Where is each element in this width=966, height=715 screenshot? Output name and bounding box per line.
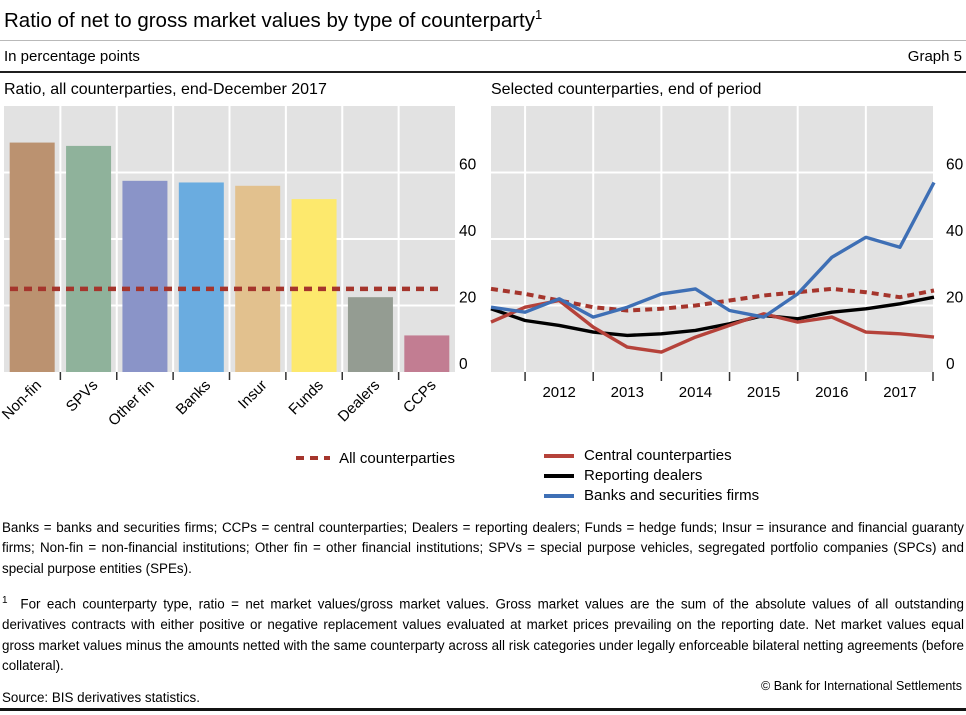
legend-central-counterparties: Central counterparties bbox=[544, 446, 966, 466]
year-label-2015: 2015 bbox=[747, 384, 780, 401]
central-counterparties-swatch bbox=[544, 454, 574, 458]
y-tick-label-40: 40 bbox=[459, 223, 477, 240]
year-label-2014: 2014 bbox=[679, 384, 712, 401]
year-label-2012: 2012 bbox=[542, 384, 575, 401]
footnotes: Banks = banks and securities firms; CCPs… bbox=[2, 518, 964, 708]
category-label-funds: Funds bbox=[285, 377, 327, 419]
bar-chart-legend: All counterparties bbox=[0, 450, 455, 467]
all-counterparties-dash-swatch bbox=[296, 455, 331, 461]
legend-banks-securities-firms: Banks and securities firms bbox=[544, 486, 966, 506]
copyright-notice: © Bank for International Settlements bbox=[761, 679, 962, 693]
banks-securities-firms-label: Banks and securities firms bbox=[584, 487, 760, 505]
title-row: Ratio of net to gross market values by t… bbox=[0, 0, 966, 41]
bar-spvs bbox=[66, 145, 112, 372]
year-label-2013: 2013 bbox=[611, 384, 644, 401]
category-label-ccps: CCPs bbox=[400, 377, 440, 417]
line-banks-and-securities-firms bbox=[490, 181, 936, 319]
line-central-counterparties bbox=[490, 298, 935, 354]
page-title-text: Ratio of net to gross market values by t… bbox=[4, 8, 535, 32]
subtitle-row: In percentage points Graph 5 bbox=[0, 41, 966, 73]
y-tick-label-20: 20 bbox=[459, 289, 477, 306]
category-label-insur: Insur bbox=[235, 377, 271, 413]
legend-reporting-dealers: Reporting dealers bbox=[544, 466, 966, 486]
graph-number: Graph 5 bbox=[907, 47, 962, 65]
footnote-1-marker: 1 bbox=[2, 595, 8, 607]
y-tick-label-40: 40 bbox=[946, 223, 964, 240]
bar-funds bbox=[291, 198, 337, 372]
all-counterparties-legend-label: All counterparties bbox=[339, 449, 455, 467]
central-counterparties-label: Central counterparties bbox=[584, 447, 732, 465]
bar-insur bbox=[235, 185, 281, 372]
bar-chart-panel: Ratio, all counterparties, end-December … bbox=[0, 80, 479, 506]
bar-banks bbox=[178, 182, 224, 372]
footnote-1-text: For each counterparty type, ratio = net … bbox=[2, 596, 964, 674]
title-footnote-marker: 1 bbox=[535, 7, 543, 22]
y-tick-label-60: 60 bbox=[946, 156, 964, 173]
line-chart-panel: Selected counterparties, end of period 2… bbox=[479, 80, 966, 506]
bar-non-fin bbox=[9, 142, 55, 372]
banks-securities-firms-swatch bbox=[544, 494, 574, 498]
header: Ratio of net to gross market values by t… bbox=[0, 0, 966, 73]
source-line: Source: BIS derivatives statistics. bbox=[2, 689, 200, 705]
charts-area: Ratio, all counterparties, end-December … bbox=[0, 80, 966, 506]
year-label-2017: 2017 bbox=[883, 384, 916, 401]
line-chart-legend: Central counterparties Reporting dealers… bbox=[544, 446, 966, 506]
page-title: Ratio of net to gross market values by t… bbox=[4, 7, 962, 33]
line-reporting-dealers bbox=[490, 295, 935, 337]
category-label-dealers: Dealers bbox=[335, 377, 384, 426]
y-tick-label-60: 60 bbox=[459, 156, 477, 173]
footnote-1: 1 For each counterparty type, ratio = ne… bbox=[2, 591, 964, 676]
bar-ccps bbox=[404, 335, 450, 372]
category-label-non-fin: Non-fin bbox=[0, 377, 45, 423]
category-label-spvs: SPVs bbox=[63, 377, 102, 416]
bar-dealers bbox=[347, 297, 393, 372]
year-label-2016: 2016 bbox=[815, 384, 848, 401]
units-label: In percentage points bbox=[4, 47, 140, 65]
y-tick-label-0: 0 bbox=[946, 356, 955, 373]
bar-chart-title: Ratio, all counterparties, end-December … bbox=[4, 80, 327, 98]
category-label-banks: Banks bbox=[173, 377, 215, 419]
line-chart: 2012 2013 2014 2015 2016 2017 0 20 40 60 bbox=[490, 105, 964, 401]
reporting-dealers-label: Reporting dealers bbox=[584, 467, 703, 485]
y-tick-label-0: 0 bbox=[459, 356, 468, 373]
bar-other-fin bbox=[122, 180, 168, 372]
bottom-rule bbox=[0, 708, 966, 711]
line-chart-title: Selected counterparties, end of period bbox=[491, 80, 762, 98]
abbreviation-definitions: Banks = banks and securities firms; CCPs… bbox=[2, 519, 964, 576]
category-label-other-fin: Other fin bbox=[105, 377, 158, 430]
reporting-dealers-swatch bbox=[544, 474, 574, 478]
bar-chart: 0 20 40 60 Non-fin SPVs Other fin Banks Insur Fun… bbox=[0, 105, 477, 430]
y-tick-label-20: 20 bbox=[946, 289, 964, 306]
